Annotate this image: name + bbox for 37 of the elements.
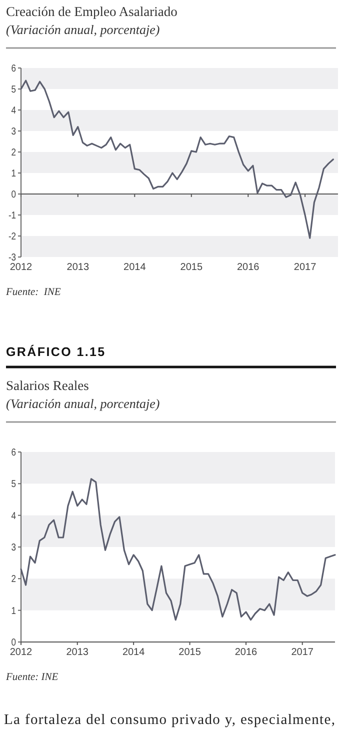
- x-tick-label: 2012: [10, 262, 33, 273]
- y-tick-label: 0: [11, 188, 16, 200]
- y-tick-label: 0: [11, 636, 16, 648]
- chart-subtitle: (Variación anual, porcentaje): [6, 396, 160, 411]
- y-tick-label: 5: [11, 84, 16, 95]
- x-tick-label: 2014: [124, 262, 146, 273]
- text: La fortaleza del consumo privado y, especialmente,: [4, 712, 335, 728]
- y-tick-label: 6: [11, 62, 16, 74]
- source-note: Fuente: INE: [5, 287, 62, 298]
- y-tick-label: 2: [11, 574, 16, 584]
- chart-subtitle: (Variación anual, porcentaje): [6, 22, 160, 37]
- x-tick-label: 2013: [66, 262, 90, 273]
- y-tick-label: 4: [11, 510, 16, 521]
- y-tick-label: 1: [11, 168, 16, 179]
- chart-title: Salarios Reales: [6, 378, 89, 393]
- y-tick-label: 5: [11, 478, 16, 490]
- chart-title: Creación de Empleo Asalariado: [6, 4, 178, 19]
- y-tick-label: 2: [11, 146, 16, 158]
- x-tick-label: 2012: [10, 647, 33, 658]
- x-tick-label: 2015: [178, 647, 202, 658]
- x-tick-label: 2017: [291, 647, 314, 658]
- y-tick-label: 3: [11, 542, 16, 553]
- y-tick-label: -3: [8, 252, 16, 263]
- x-tick-label: 2016: [237, 262, 260, 273]
- y-tick-label: -1: [8, 210, 16, 221]
- y-tick-label: -2: [8, 230, 16, 242]
- x-tick-label: 2013: [66, 647, 89, 658]
- y-tick-label: 4: [11, 104, 16, 116]
- x-tick-label: 2016: [234, 647, 258, 658]
- text: GRÁFICO 1.15: [6, 344, 106, 359]
- x-tick-label: 2014: [122, 647, 146, 658]
- y-tick-label: 1: [11, 605, 16, 616]
- y-tick-label: 6: [11, 446, 16, 458]
- x-tick-label: 2017: [294, 262, 317, 273]
- x-tick-label: 2015: [180, 262, 203, 273]
- source-note: Fuente: INE: [5, 672, 59, 683]
- y-tick-label: 3: [11, 126, 16, 137]
